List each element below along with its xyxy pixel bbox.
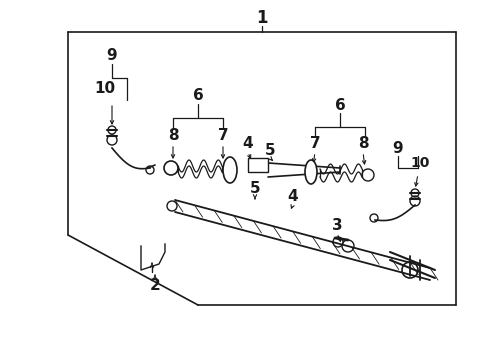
Text: 10: 10: [409, 156, 429, 170]
Text: 5: 5: [249, 180, 260, 195]
Text: 2: 2: [149, 278, 160, 292]
Text: 4: 4: [242, 135, 253, 150]
Text: 6: 6: [192, 87, 203, 103]
Text: 5: 5: [264, 143, 275, 158]
Text: 10: 10: [94, 81, 115, 95]
Text: 7: 7: [309, 135, 320, 150]
Text: 9: 9: [392, 140, 403, 156]
Text: 9: 9: [106, 48, 117, 63]
Text: 6: 6: [334, 98, 345, 112]
Text: 8: 8: [357, 135, 367, 150]
Ellipse shape: [305, 160, 316, 184]
Text: 4: 4: [287, 189, 298, 203]
Text: 7: 7: [217, 127, 228, 143]
Text: 8: 8: [167, 127, 178, 143]
Bar: [247, 158, 267, 172]
Ellipse shape: [223, 157, 237, 183]
Text: 3: 3: [331, 217, 342, 233]
Text: 1: 1: [256, 9, 267, 27]
